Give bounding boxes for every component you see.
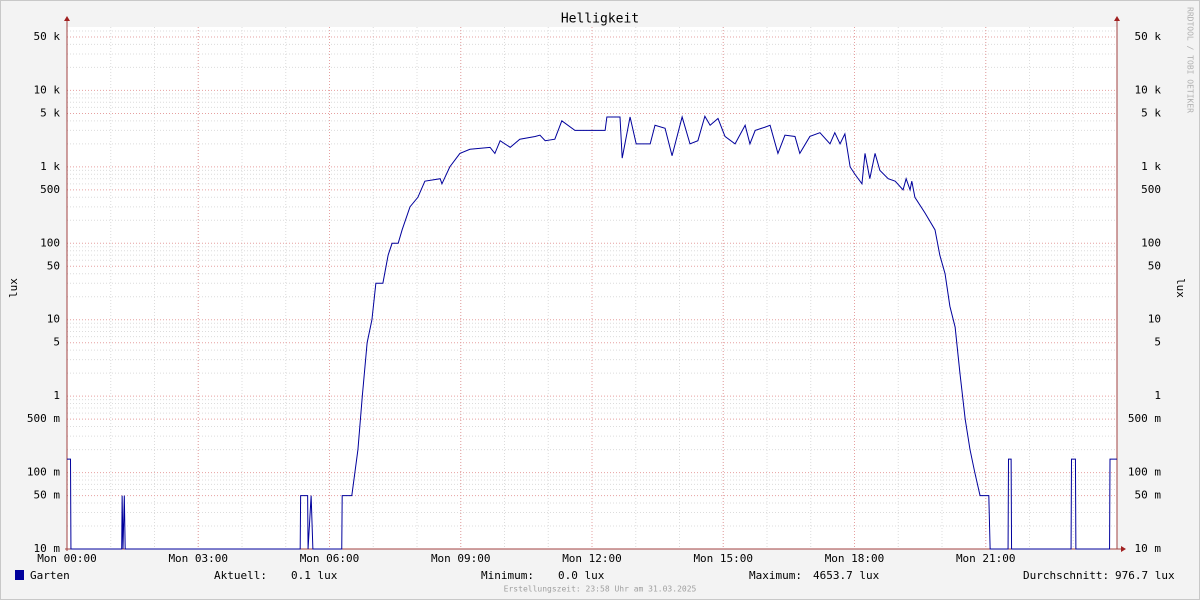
y-tick-label-right: 500 bbox=[1141, 183, 1161, 196]
x-tick-label: Mon 21:00 bbox=[956, 552, 1016, 565]
y-tick-label: 50 m bbox=[34, 489, 61, 502]
y-tick-label-right: 1 k bbox=[1141, 160, 1161, 173]
y-tick-label: 1 bbox=[53, 389, 60, 402]
y-tick-label: 10 k bbox=[34, 83, 61, 96]
legend-stat-value: 0.1 lux bbox=[291, 569, 338, 582]
y-tick-label-right: 5 k bbox=[1141, 106, 1161, 119]
y-tick-label: 10 m bbox=[34, 542, 61, 555]
y-tick-label-right: 50 bbox=[1148, 259, 1161, 272]
y-tick-label-right: 10 k bbox=[1135, 83, 1162, 96]
x-tick-label: Mon 18:00 bbox=[825, 552, 885, 565]
footer: Erstellungszeit: 23:58 Uhr am 31.03.2025 bbox=[504, 585, 697, 594]
x-tick-label: Mon 03:00 bbox=[168, 552, 228, 565]
y-tick-label: 5 k bbox=[40, 106, 60, 119]
y-tick-label: 50 bbox=[47, 259, 60, 272]
x-tick-label: Mon 06:00 bbox=[300, 552, 360, 565]
axis-arrow bbox=[1121, 546, 1126, 552]
y-tick-label-right: 50 k bbox=[1135, 30, 1162, 43]
legend-stat-value: 4653.7 lux bbox=[813, 569, 880, 582]
y-tick-label: 50 k bbox=[34, 30, 61, 43]
y-tick-label: 5 bbox=[53, 336, 60, 349]
x-tick-label: Mon 12:00 bbox=[562, 552, 622, 565]
y-tick-label: 500 m bbox=[27, 412, 60, 425]
y-tick-label-right: 1 bbox=[1154, 389, 1161, 402]
legend-swatch bbox=[15, 570, 24, 580]
legend-stat-label: Minimum: bbox=[481, 569, 534, 582]
y-tick-label: 1 k bbox=[40, 160, 60, 173]
y-tick-label-right: 10 m bbox=[1135, 542, 1162, 555]
data-line bbox=[67, 114, 1117, 550]
y-axis-label-right: lux bbox=[1174, 278, 1187, 298]
legend-stat-label: Maximum: bbox=[749, 569, 802, 582]
x-tick-label: Mon 15:00 bbox=[693, 552, 753, 565]
y-tick-label: 100 m bbox=[27, 466, 60, 479]
legend-stat-value: 0.0 lux bbox=[558, 569, 605, 582]
legend-label: Garten bbox=[30, 569, 70, 582]
legend-stat-value: 976.7 lux bbox=[1115, 569, 1175, 582]
x-tick-label: Mon 09:00 bbox=[431, 552, 491, 565]
y-axis-label: lux bbox=[7, 278, 20, 298]
y-tick-label-right: 50 m bbox=[1135, 489, 1162, 502]
watermark: RRDTOOL / TOBI OETIKER bbox=[1186, 7, 1195, 113]
x-tick-label: Mon 00:00 bbox=[37, 552, 97, 565]
legend-stat-label: Durchschnitt: bbox=[1023, 569, 1109, 582]
y-tick-label-right: 100 bbox=[1141, 236, 1161, 249]
y-tick-label-right: 5 bbox=[1154, 336, 1161, 349]
chart-title: Helligkeit bbox=[561, 12, 639, 27]
y-tick-label: 500 bbox=[40, 183, 60, 196]
legend-stat-label: Aktuell: bbox=[214, 569, 267, 582]
y-tick-label: 10 bbox=[47, 313, 60, 326]
y-tick-label: 100 bbox=[40, 236, 60, 249]
y-tick-label-right: 500 m bbox=[1128, 412, 1161, 425]
axis-arrow bbox=[64, 16, 70, 21]
axis-arrow bbox=[1114, 16, 1120, 21]
y-tick-label-right: 10 bbox=[1148, 313, 1161, 326]
y-tick-label-right: 100 m bbox=[1128, 466, 1161, 479]
